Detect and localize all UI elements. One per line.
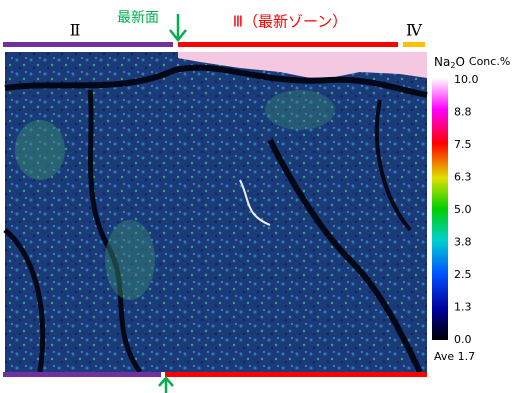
surface-arrow xyxy=(158,376,174,393)
colorbar-tick-label: 10.0 xyxy=(454,73,479,86)
zone3-bar xyxy=(178,42,398,47)
vein xyxy=(239,179,271,226)
element-map xyxy=(3,52,428,374)
colorbar-tick-label: 0.0 xyxy=(454,333,472,346)
grain xyxy=(15,120,65,180)
zone2-label: Ⅱ xyxy=(70,21,81,40)
colorbar xyxy=(432,78,448,340)
zone2-bar xyxy=(3,372,161,377)
colorbar-tick-label: 6.3 xyxy=(454,171,472,184)
crack xyxy=(87,89,143,374)
colorbar-tick-label: 5.0 xyxy=(454,203,472,216)
grain xyxy=(105,220,155,300)
crack xyxy=(374,99,412,232)
crack xyxy=(4,64,428,98)
zone3-label: Ⅲ（最新ゾーン） xyxy=(233,13,348,31)
colorbar-title: Na2O Conc.% xyxy=(434,55,510,70)
colorbar-tick-label: 1.3 xyxy=(454,301,472,314)
grain xyxy=(265,90,335,130)
crack xyxy=(267,138,423,374)
colorbar-ticks: 10.0 8.8 7.5 6.3 5.0 3.8 2.5 1.3 0.0 xyxy=(454,73,479,346)
zone4-bar xyxy=(403,42,425,47)
surface-arrow xyxy=(169,14,187,43)
colorbar-tick-label: 8.8 xyxy=(454,106,472,119)
average-label: Ave 1.7 xyxy=(434,350,475,363)
surface-label: 最新面 xyxy=(117,10,159,26)
zone4-label: Ⅳ xyxy=(406,21,423,40)
zone3-bar xyxy=(165,372,427,377)
map-background xyxy=(5,52,427,372)
zone2-bar xyxy=(3,42,173,47)
crack xyxy=(3,228,46,373)
colorbar-tick-label: 7.5 xyxy=(454,138,472,151)
colorbar-tick-label: 2.5 xyxy=(454,268,472,281)
pink-zone xyxy=(178,52,427,80)
colorbar-tick-label: 3.8 xyxy=(454,236,472,249)
